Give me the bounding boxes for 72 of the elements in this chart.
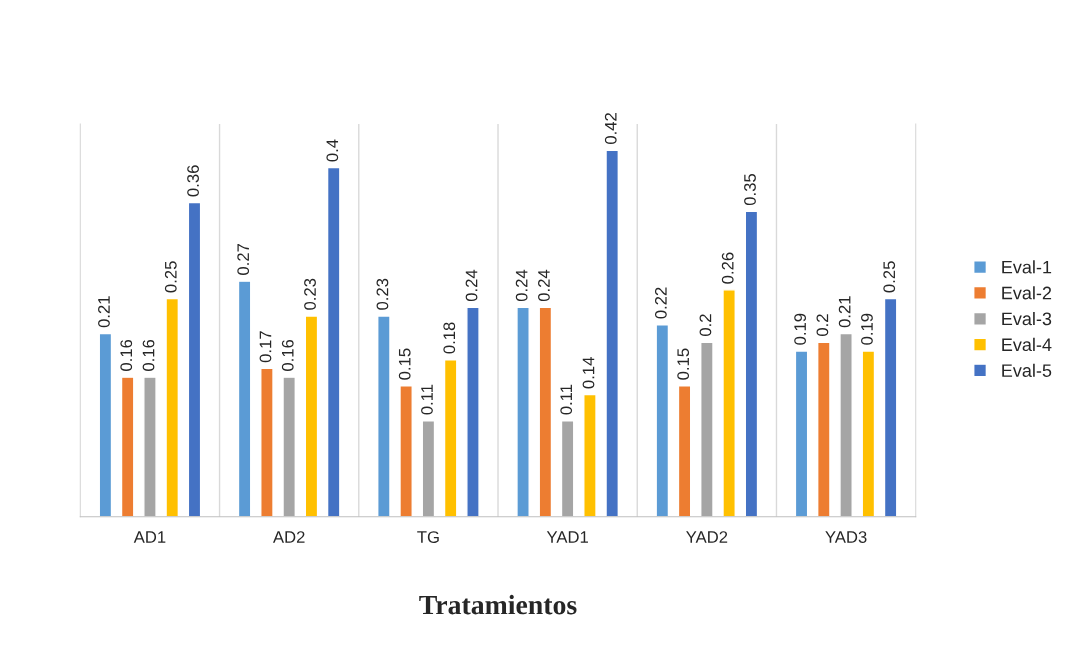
- data-label: 0.18: [443, 322, 456, 354]
- bar: [98, 332, 113, 517]
- bar: [443, 358, 458, 517]
- data-label: 0.25: [164, 261, 177, 293]
- bar: [165, 297, 180, 517]
- bar: [516, 306, 530, 517]
- data-label: 0.22: [654, 287, 667, 319]
- x-tick-label: YAD2: [686, 531, 728, 543]
- data-label: 0.24: [515, 269, 528, 302]
- bar: [143, 376, 157, 517]
- x-tick-label: AD1: [133, 531, 166, 543]
- bar: [794, 350, 809, 517]
- bar: [677, 385, 692, 517]
- legend-label: Eval-2: [1002, 286, 1052, 300]
- legend-label: Eval-1: [1002, 260, 1052, 274]
- data-label: 0.23: [376, 278, 389, 310]
- bar: [583, 393, 597, 517]
- bar: [744, 210, 759, 517]
- legend-label: Eval-3: [1002, 312, 1052, 326]
- bar: [861, 350, 876, 517]
- data-label: 0.35: [744, 174, 756, 206]
- x-tick-label: AD2: [272, 531, 305, 543]
- bar: [466, 306, 480, 517]
- bar: [120, 376, 135, 517]
- data-label: 0.21: [98, 296, 110, 328]
- data-label: 0.15: [677, 348, 690, 380]
- bar: [399, 385, 413, 517]
- data-label: 0.24: [465, 269, 478, 302]
- bar: [605, 149, 620, 517]
- bar: [538, 306, 553, 517]
- data-label: 0.16: [281, 339, 294, 371]
- bar: [655, 324, 670, 517]
- data-label: 0.16: [120, 339, 133, 371]
- bar: [722, 289, 736, 517]
- data-label: 0.2: [816, 314, 829, 337]
- data-label: 0.27: [237, 243, 250, 275]
- data-label: 0.16: [142, 339, 155, 371]
- bar: [816, 341, 831, 517]
- data-label: 0.26: [721, 252, 734, 284]
- data-label: 0.14: [582, 357, 595, 389]
- data-label: 0.36: [187, 165, 199, 197]
- data-label: 0.25: [883, 261, 896, 293]
- data-label: 0.42: [604, 113, 617, 145]
- bar: [377, 315, 391, 517]
- bar: [304, 315, 319, 517]
- x-tick-label: YAD3: [825, 531, 867, 543]
- data-label: 0.11: [560, 384, 573, 415]
- legend-label: Eval-5: [1002, 363, 1052, 377]
- data-label: 0.19: [794, 313, 807, 345]
- bar: [839, 332, 853, 517]
- bar: [421, 420, 436, 517]
- bar: [260, 367, 274, 517]
- bar: [883, 297, 898, 517]
- data-label: 0.4: [326, 139, 339, 162]
- x-tick-label: TG: [417, 531, 439, 543]
- data-label: 0.11: [421, 384, 433, 415]
- bar: [187, 201, 202, 517]
- data-label: 0.19: [861, 313, 873, 345]
- x-axis-title: Tratamientos: [419, 594, 577, 615]
- data-label: 0.21: [838, 296, 851, 328]
- data-label: 0.24: [538, 269, 550, 302]
- data-label: 0.2: [699, 314, 712, 337]
- legend-label: Eval-4: [1002, 337, 1052, 352]
- bar: [237, 280, 252, 517]
- x-tick-label: YAD1: [546, 531, 588, 543]
- data-label: 0.23: [304, 278, 316, 310]
- data-label: 0.15: [398, 348, 411, 380]
- bar: [560, 420, 575, 517]
- bar: [326, 166, 341, 517]
- data-label: 0.17: [259, 331, 272, 363]
- bar: [700, 341, 714, 517]
- bar: [282, 376, 296, 517]
